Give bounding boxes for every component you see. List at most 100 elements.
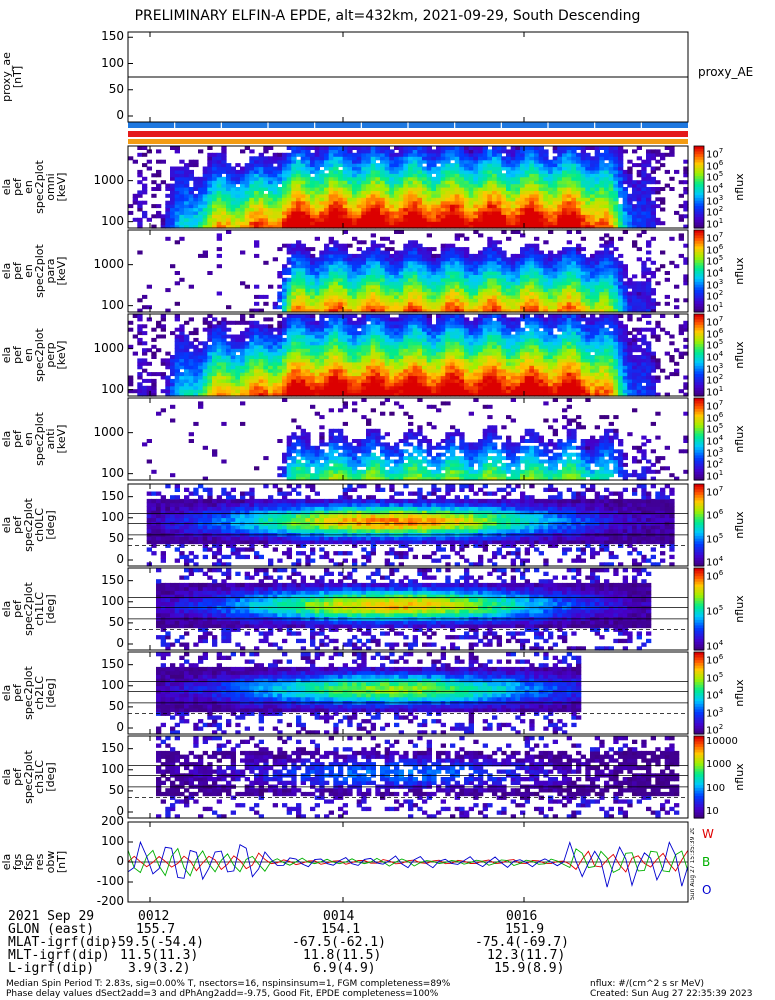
- spectrogram-cell: [170, 210, 176, 215]
- spectrogram-cell: [660, 152, 666, 157]
- spectrogram-cell: [594, 200, 600, 205]
- spectrogram-cell: [184, 372, 190, 377]
- spectrogram-cell: [277, 210, 283, 215]
- spectrogram-cell: [562, 156, 568, 161]
- spectrogram-cell: [333, 264, 339, 269]
- spectrogram-cell: [618, 180, 624, 185]
- spectrogram-cell: [268, 368, 274, 373]
- spectrogram-cell: [515, 274, 521, 279]
- spectrogram-cell: [324, 324, 330, 329]
- spectrogram-cell: [342, 152, 348, 157]
- spectrogram-cell: [319, 385, 325, 390]
- spectrogram-cell: [389, 152, 395, 157]
- spectrogram-cell: [515, 294, 521, 299]
- spectrogram-cell: [244, 193, 250, 198]
- spectrogram-cell: [347, 368, 353, 373]
- spectrogram-cell: [375, 267, 381, 272]
- spectrogram-cell: [543, 204, 549, 209]
- spectrogram-cell: [501, 260, 507, 265]
- spectrogram-cell: [300, 253, 306, 258]
- spectrogram-cell: [440, 267, 446, 272]
- spectrogram-cell: [459, 301, 465, 306]
- spectrogram-cell: [459, 257, 465, 262]
- spectrogram-cell: [408, 247, 414, 252]
- spectrogram-cell: [268, 163, 274, 168]
- spectrogram-cell: [468, 281, 474, 286]
- spectrogram-cell: [426, 159, 432, 164]
- spectrogram-cell: [296, 264, 302, 269]
- spectrogram-cell: [552, 281, 558, 286]
- spectrogram-cell: [263, 166, 269, 171]
- spectrogram-cell: [342, 324, 348, 329]
- spectrogram-cell: [319, 204, 325, 209]
- spectrogram-cell: [618, 166, 624, 171]
- spectrogram-cell: [305, 365, 311, 370]
- spectrogram-cell: [347, 224, 353, 229]
- spectrogram-cell: [230, 204, 236, 209]
- spectrogram-cell: [240, 224, 246, 229]
- spectrogram-cell: [417, 260, 423, 265]
- spectrogram-cell: [450, 180, 456, 185]
- spectrogram-cell: [375, 207, 381, 212]
- spectrogram-cell: [580, 277, 586, 282]
- spectrogram-cell: [510, 210, 516, 215]
- spectrogram-cell: [445, 197, 451, 202]
- spectrogram-cell: [258, 348, 264, 353]
- spectrogram-cell: [258, 166, 264, 171]
- spectrogram-cell: [198, 176, 204, 181]
- spectrogram-cell: [338, 291, 344, 296]
- spectrogram-cell: [412, 221, 418, 226]
- spectrogram-cell: [618, 152, 624, 157]
- spectrogram-cell: [422, 183, 428, 188]
- spectrogram-cell: [268, 156, 274, 161]
- spectrogram-cell: [585, 298, 591, 303]
- spectrogram-cell: [590, 176, 596, 181]
- spectrogram-cell: [324, 217, 330, 222]
- spectrogram-cell: [473, 260, 479, 265]
- spectrogram-cell: [324, 284, 330, 289]
- spectrogram-cell: [286, 224, 292, 229]
- spectrogram-cell: [398, 284, 404, 289]
- spectrogram-cell: [179, 210, 185, 215]
- spectrogram-cell: [338, 180, 344, 185]
- spectrogram-cell: [132, 200, 138, 205]
- spectrogram-cell: [646, 197, 652, 202]
- spectrogram-cell: [436, 271, 442, 275]
- spectrogram-cell: [534, 173, 540, 178]
- spectrogram-cell: [566, 291, 572, 296]
- spectrogram-cell: [356, 298, 362, 303]
- spectrogram-cell: [608, 166, 614, 171]
- spectrogram-cell: [137, 314, 143, 318]
- spectrogram-cell: [188, 344, 194, 349]
- spectrogram-cell: [660, 197, 666, 202]
- spectrogram-cell: [305, 264, 311, 269]
- spectrogram-cell: [632, 224, 638, 229]
- spectrogram-cell: [562, 301, 568, 306]
- spectrogram-cell: [324, 344, 330, 349]
- spectrogram-cell: [235, 320, 241, 325]
- spectrogram-cell: [324, 152, 330, 157]
- spectrogram-cell: [128, 389, 134, 394]
- spectrogram-cell: [291, 247, 297, 252]
- spectrogram-cell: [328, 240, 334, 245]
- spectrogram-cell: [641, 291, 647, 296]
- spectrogram-cell: [179, 348, 185, 353]
- spectrogram-cell: [431, 193, 437, 198]
- spectrogram-cell: [300, 200, 306, 205]
- spectrogram-cell: [445, 200, 451, 205]
- spectrogram-cell: [529, 200, 535, 205]
- spectrogram-cell: [412, 224, 418, 229]
- spectrogram-cell: [403, 301, 409, 306]
- spectrogram-cell: [352, 327, 358, 332]
- spectrogram-cell: [207, 368, 213, 373]
- spectrogram-cell: [380, 159, 386, 164]
- spectrogram-cell: [599, 183, 605, 188]
- spectrogram-cell: [426, 210, 432, 215]
- spectrogram-cell: [384, 267, 390, 272]
- spectrogram-cell: [389, 149, 395, 154]
- spectrogram-cell: [277, 187, 283, 191]
- spectrogram-cell: [352, 288, 358, 293]
- spectrogram-cell: [660, 207, 666, 212]
- spectrogram-cell: [417, 183, 423, 188]
- spectrogram-cell: [226, 197, 232, 202]
